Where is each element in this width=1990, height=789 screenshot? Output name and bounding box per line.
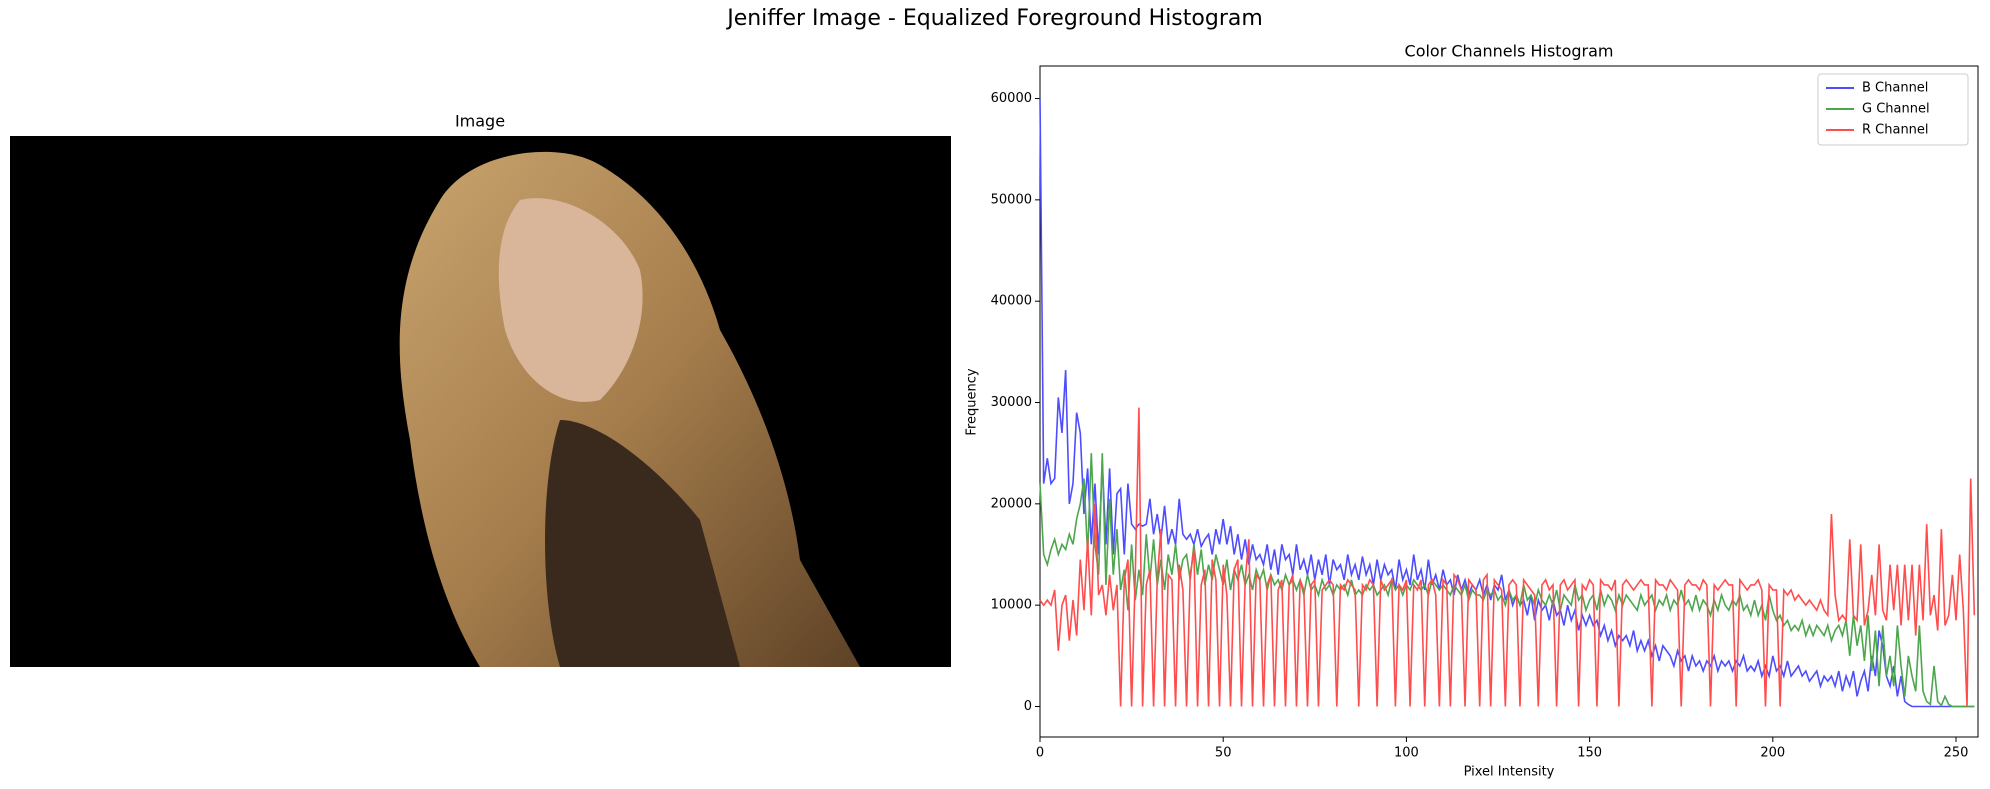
series-line <box>1039 407 1976 707</box>
y-axis-label: Frequency <box>965 368 980 435</box>
series-line <box>1039 98 1975 708</box>
x-tick-label: 50 <box>1215 746 1232 761</box>
legend-label: R Channel <box>1862 123 1929 138</box>
legend-label: B Channel <box>1862 81 1928 96</box>
series-line <box>1039 453 1975 708</box>
axes-frame <box>1039 65 1979 738</box>
figure-title: Jeniffer Image - Equalized Foreground Hi… <box>725 6 1263 31</box>
image <box>10 136 951 668</box>
y-tick-label: 10000 <box>991 598 1032 613</box>
image-title: Image <box>455 112 505 131</box>
y-tick-label: 20000 <box>991 496 1032 511</box>
legend-box <box>1817 73 1969 146</box>
x-tick-label: 200 <box>1760 746 1785 761</box>
legend: B Channel G Channel R Channel <box>1817 73 1969 146</box>
y-tick-label: 50000 <box>991 192 1032 207</box>
y-tick-label: 30000 <box>991 395 1032 410</box>
legend-label: G Channel <box>1862 102 1930 117</box>
x-tick-label: 250 <box>1944 746 1969 761</box>
chart-title: Color Channels Histogram <box>1405 42 1614 61</box>
x-tick-label: 100 <box>1394 746 1419 761</box>
x-axis-label: Pixel Intensity <box>1464 765 1555 780</box>
y-tick-label: 40000 <box>991 294 1032 309</box>
y-tick-label: 0 <box>1024 699 1032 714</box>
y-tick-label: 60000 <box>991 91 1032 106</box>
x-tick-label: 150 <box>1577 746 1602 761</box>
x-tick-label: 0 <box>1036 746 1044 761</box>
